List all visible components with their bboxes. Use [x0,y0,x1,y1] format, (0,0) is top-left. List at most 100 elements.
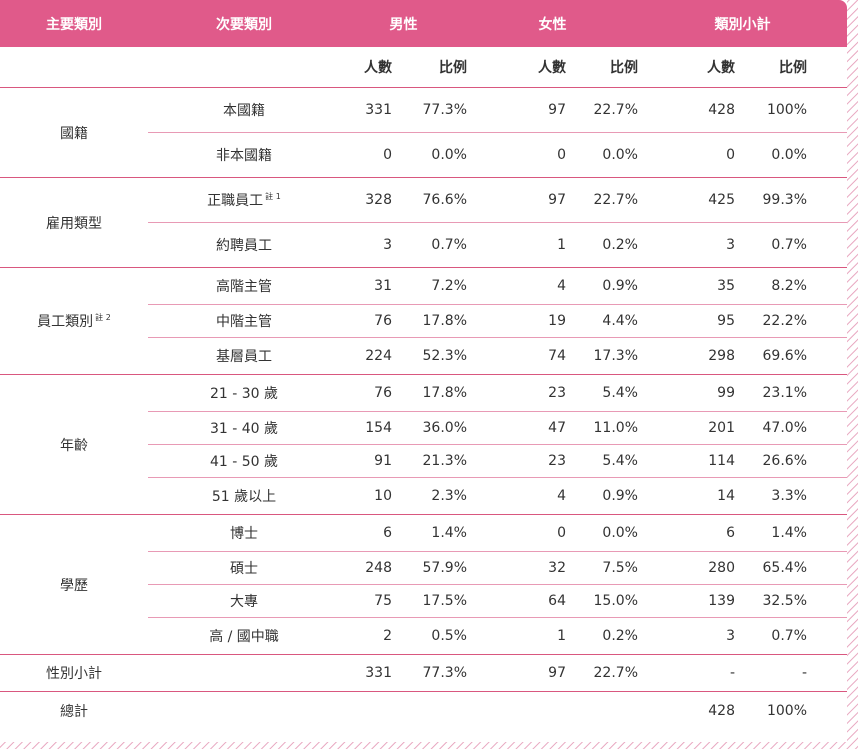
male-count-cell: 331 [340,87,392,133]
total-ratio-cell: 0.7% [735,222,807,268]
main-category-cell: 國籍 [0,87,148,178]
female-ratio-cell: 11.0% [566,411,638,445]
total-ratio-cell: 22.2% [735,304,807,338]
main-category-cell: 雇用類型 [0,177,148,268]
table-row: 51 歲以上 10 2.3% 4 0.9% 14 3.3% [0,477,848,515]
grand-total-blank3 [392,692,467,731]
row-end-cell [807,177,848,223]
male-count-cell: 328 [340,177,392,223]
table-row: 大專 75 17.5% 64 15.0% 139 32.5% [0,584,848,618]
female-count-cell: 23 [467,444,566,478]
gender-subtotal-row: 性別小計 331 77.3% 97 22.7% - - [0,654,848,692]
male-count-cell: 2 [340,617,392,655]
total-ratio-cell: 65.4% [735,551,807,585]
female-count-cell: 0 [467,514,566,552]
female-ratio-cell: 15.0% [566,584,638,618]
total-count-cell: 298 [638,337,735,375]
male-ratio-cell: 17.5% [392,584,467,618]
table-row: 高 / 國中職 2 0.5% 1 0.2% 3 0.7% [0,617,848,655]
table-row: 雇用類型 正職員工註 1 328 76.6% 97 22.7% 425 99.3% [0,177,848,268]
male-count-cell: 248 [340,551,392,585]
table-row: 31 - 40 歲 154 36.0% 47 11.0% 201 47.0% [0,411,848,445]
table-row: 學歷 博士 6 1.4% 0 0.0% 6 1.4% [0,514,848,655]
footnote-marker: 註 2 [95,313,111,322]
female-count-cell: 4 [467,267,566,305]
female-count-cell: 0 [467,132,566,178]
sub-category-label: 31 - 40 歲 [209,421,279,437]
sub-category-label: 非本國籍 [216,148,272,164]
female-ratio-cell: 0.2% [566,617,638,655]
female-ratio-cell: 0.9% [566,477,638,515]
gender-subtotal-female-ratio: 22.7% [566,654,638,692]
sub-category-label: 大專 [230,594,258,610]
female-count-cell: 4 [467,477,566,515]
female-count-cell: 23 [467,374,566,412]
total-ratio-cell: 47.0% [735,411,807,445]
grand-total-count: 428 [708,703,735,719]
sub-category-label: 中階主管 [216,314,272,330]
main-category-label: 國籍 [60,125,88,142]
female-ratio-cell: 0.0% [566,514,638,552]
total-count-cell: 425 [638,177,735,223]
male-ratio-cell: 17.8% [392,304,467,338]
gender-subtotal-female-count: 97 [467,654,566,692]
header-male-count: 人數 [340,47,392,88]
header-subtotal: 類別小計 [638,0,848,47]
grand-total-blank2 [340,692,392,731]
female-count-cell: 64 [467,584,566,618]
total-ratio-cell: 8.2% [735,267,807,305]
female-ratio-cell: 7.5% [566,551,638,585]
female-ratio-cell: 17.3% [566,337,638,375]
grand-total-blank5 [566,692,638,731]
total-ratio-cell: 99.3% [735,177,807,223]
row-end-cell [807,584,848,618]
female-ratio-cell: 5.4% [566,444,638,478]
male-ratio-cell: 0.0% [392,132,467,178]
total-ratio-cell: 26.6% [735,444,807,478]
male-count-cell: 76 [340,304,392,338]
male-count-cell: 31 [340,267,392,305]
table-footer: 性別小計 331 77.3% 97 22.7% - - 總計 428 100% [0,654,848,731]
header-female: 女性 [467,0,638,47]
total-ratio-cell: 32.5% [735,584,807,618]
sub-category-cell: 31 - 40 歲 [148,411,340,445]
grand-total-ratio: 100% [766,703,807,719]
grand-total-blank1 [148,692,340,731]
female-count-cell: 19 [467,304,566,338]
sub-category-label: 本國籍 [223,103,265,119]
row-end-cell [807,374,848,412]
gender-subtotal-total-count: - [638,654,735,692]
male-count-cell: 3 [340,222,392,268]
sub-category-label: 正職員工 [207,193,264,209]
female-count-cell: 97 [467,177,566,223]
sub-category-cell: 非本國籍 [148,132,340,178]
gender-subtotal-total-ratio: - [735,654,807,692]
female-count-cell: 32 [467,551,566,585]
total-ratio-cell: 3.3% [735,477,807,515]
table-row: 約聘員工 3 0.7% 1 0.2% 3 0.7% [0,222,848,268]
male-ratio-cell: 0.5% [392,617,467,655]
male-count-cell: 224 [340,337,392,375]
header-blank-end [807,47,848,88]
female-count-cell: 1 [467,222,566,268]
sub-category-cell: 正職員工註 1 [148,177,340,223]
main-category-label: 年齡 [60,437,88,454]
female-count-cell: 47 [467,411,566,445]
gender-subtotal-end [807,654,848,692]
male-ratio-cell: 17.8% [392,374,467,412]
sub-category-label: 碩士 [230,561,258,577]
main-category-label: 員工類別 [37,314,94,330]
sub-category-cell: 博士 [148,514,340,552]
male-count-cell: 10 [340,477,392,515]
footnote-marker: 註 1 [265,192,281,201]
total-count-cell: 139 [638,584,735,618]
row-end-cell [807,304,848,338]
total-count-cell: 0 [638,132,735,178]
sub-category-label: 高階主管 [216,279,272,295]
total-count-cell: 95 [638,304,735,338]
male-ratio-cell: 52.3% [392,337,467,375]
header-total-count: 人數 [638,47,735,88]
male-count-cell: 91 [340,444,392,478]
row-end-cell [807,87,848,133]
grand-total-row: 總計 428 100% [0,692,847,731]
